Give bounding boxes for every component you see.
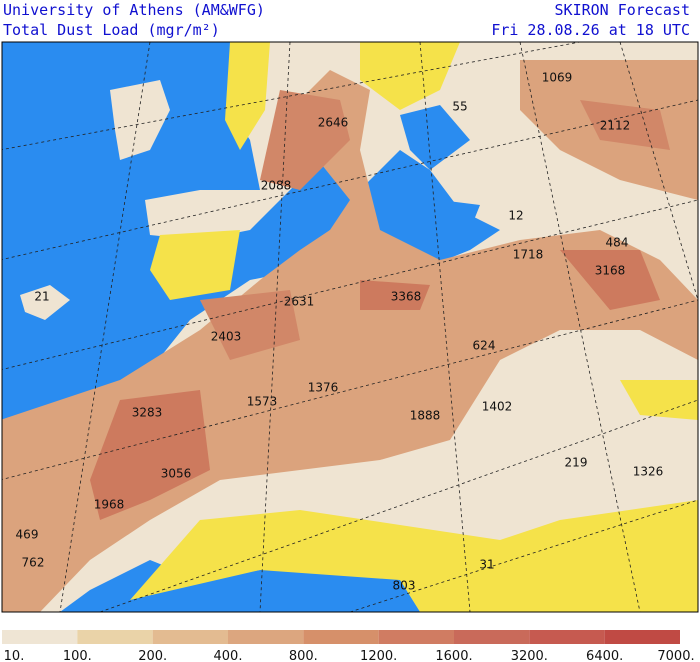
colorbar: 10. 100. 200. 400. 800. 1200. 1600. 3200. 6400. 7… (2, 630, 695, 662)
colorbar-swatch (604, 630, 680, 644)
colorbar-label: 1200. (360, 649, 397, 662)
dust-core (580, 100, 670, 150)
colorbar-label: 400. (214, 649, 243, 662)
map-label: 219 (565, 456, 588, 470)
no-dust (225, 42, 270, 150)
dust-core (260, 90, 350, 190)
header-line: Fri 28.08.26 at 18 UTC (491, 21, 690, 39)
map-label: 12 (508, 209, 523, 223)
map-label: 2403 (211, 330, 242, 344)
map-label: 469 (16, 528, 39, 542)
map-label: 2112 (600, 119, 631, 133)
map-label: 1402 (482, 400, 513, 414)
land (20, 285, 70, 320)
map-label: 803 (393, 579, 416, 593)
map-frame (1, 41, 699, 613)
header-line: SKIRON Forecast (555, 1, 690, 19)
colorbar-label: 200. (138, 649, 167, 662)
colorbar-label: 6400. (586, 649, 623, 662)
land (110, 80, 170, 160)
map-label: 1968 (94, 498, 125, 512)
map-label: 762 (22, 556, 45, 570)
no-dust (150, 230, 240, 300)
map-label: 3056 (161, 467, 192, 481)
map-label: 2631 (284, 295, 315, 309)
map-label: 55 (452, 100, 467, 114)
map: 1069 55 2646 2112 2088 12 484 1718 3168 21 3368 263… (1, 41, 699, 613)
map-label: 1376 (308, 381, 339, 395)
header-line: Total Dust Load (mgr/m²) (3, 21, 220, 39)
colorbar-label: 7000. (657, 649, 694, 662)
map-label: 1069 (542, 71, 573, 85)
no-dust (130, 500, 698, 612)
map-label: 2646 (318, 116, 349, 130)
colorbar-swatch (77, 630, 153, 644)
colorbar-label: 800. (289, 649, 318, 662)
dust-core (560, 250, 660, 310)
map-label: 484 (606, 236, 629, 250)
colorbar-label: 3200. (511, 649, 548, 662)
colorbar-swatch (228, 630, 304, 644)
colorbar-swatch (378, 630, 454, 644)
map-label: 1573 (247, 395, 278, 409)
map-label: 2088 (261, 179, 292, 193)
colorbar-swatch (303, 630, 379, 644)
dust-core (200, 290, 300, 360)
no-dust (620, 380, 698, 420)
map-label: 624 (473, 339, 496, 353)
colorbar-swatch (152, 630, 228, 644)
sea (400, 105, 470, 170)
map-label: 3168 (595, 264, 626, 278)
map-label: 21 (34, 290, 49, 304)
map-label: 1326 (633, 465, 664, 479)
dust-core (90, 390, 210, 520)
map-label: 3368 (391, 290, 422, 304)
map-label: 31 (479, 558, 494, 572)
no-dust (360, 42, 460, 110)
colorbar-label: 10. (4, 649, 25, 662)
colorbar-swatch (529, 630, 605, 644)
graticule (2, 42, 698, 612)
sea (440, 200, 480, 230)
colorbar-swatch (454, 630, 530, 644)
header-line: University of Athens (AM&WFG) (3, 1, 265, 19)
map-label: 1718 (513, 248, 544, 262)
sea (280, 580, 420, 612)
map-label: 1888 (410, 409, 441, 423)
dust-core (360, 280, 430, 310)
colorbar-swatch (2, 630, 78, 644)
colorbar-label: 100. (63, 649, 92, 662)
colorbar-label: 1600. (435, 649, 472, 662)
map-label: 3283 (132, 406, 163, 420)
